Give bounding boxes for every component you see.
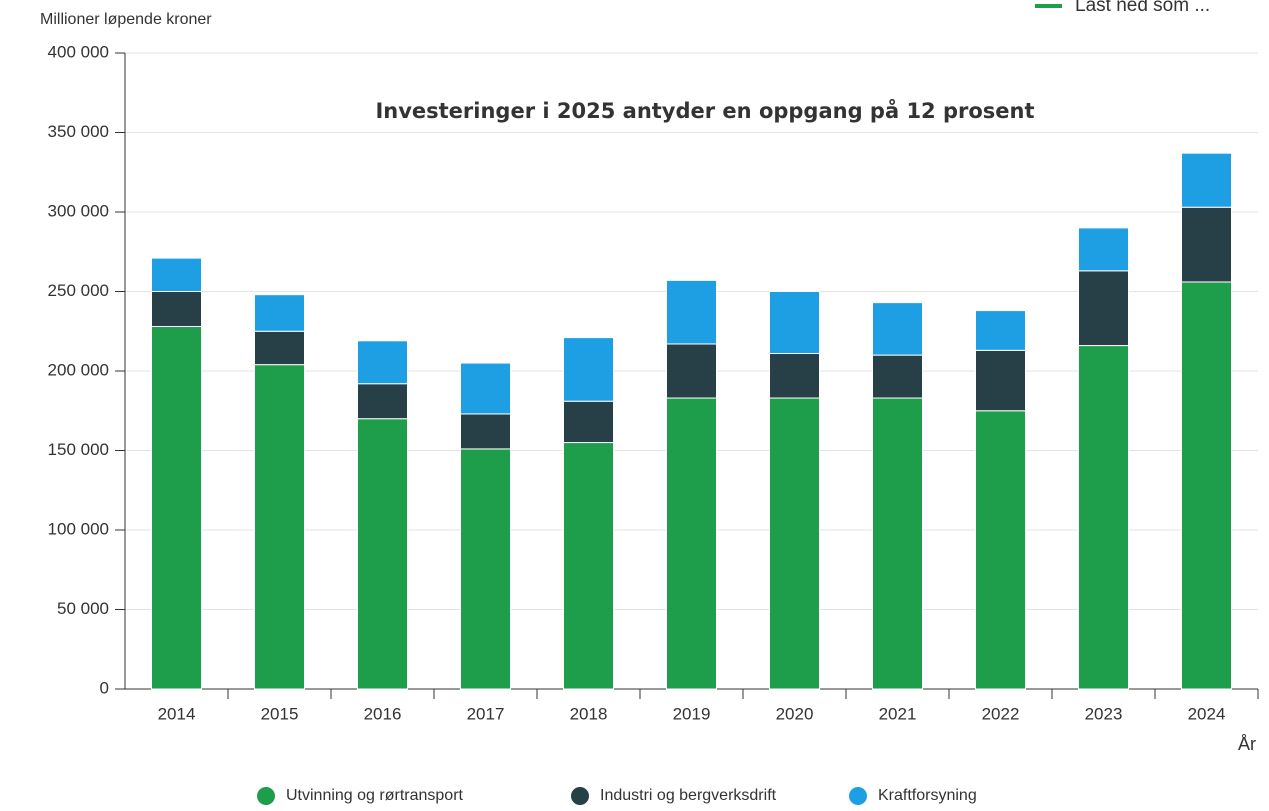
x-tick-label: 2016: [364, 704, 402, 723]
bar-segment: [254, 330, 305, 366]
y-tick-label: 200 000: [48, 360, 109, 379]
y-tick-label: 400 000: [48, 42, 109, 61]
bar-segment: [460, 413, 511, 450]
bar-segment: [1078, 227, 1129, 272]
legend-swatch: [257, 787, 275, 805]
bar-segment: [254, 294, 305, 332]
bar-segment: [975, 349, 1026, 412]
bar-segment: [151, 257, 202, 292]
bar-segment: [1078, 270, 1129, 347]
y-tick-label: 150 000: [48, 440, 109, 459]
bar-segment: [563, 442, 614, 690]
bar-segment: [769, 353, 820, 399]
legend-swatch: [571, 787, 589, 805]
bar-segment: [1078, 345, 1129, 690]
x-tick-label: 2024: [1188, 704, 1226, 723]
bar-segment: [563, 400, 614, 444]
y-tick-label: 50 000: [57, 599, 109, 618]
download-button[interactable]: Last ned som ...: [1075, 0, 1210, 16]
y-tick-label: 300 000: [48, 201, 109, 220]
x-tick-label: 2020: [776, 704, 814, 723]
bar-segment: [357, 340, 408, 385]
bar-segment: [666, 343, 717, 399]
x-tick-label: 2021: [879, 704, 917, 723]
x-tick-label: 2017: [467, 704, 505, 723]
legend-label: Kraftforsyning: [878, 787, 977, 804]
bar-segment: [357, 418, 408, 690]
x-tick-label: 2019: [673, 704, 711, 723]
bar-segment: [1181, 281, 1232, 690]
chart-title: Investeringer i 2025 antyder en oppgang …: [375, 98, 1034, 123]
bar-segment: [975, 410, 1026, 690]
bar-segment: [151, 325, 202, 690]
bar-segment: [254, 364, 305, 690]
bar-segment: [769, 397, 820, 690]
bar-segment: [151, 291, 202, 327]
x-axis-label: År: [1238, 734, 1256, 754]
x-tick-label: 2015: [261, 704, 299, 723]
bar-segment: [872, 354, 923, 399]
y-tick-label: 100 000: [48, 519, 109, 538]
bar-segment: [1181, 152, 1232, 208]
bar-segment: [563, 337, 614, 402]
x-tick-label: 2018: [570, 704, 608, 723]
legend-label: Industri og bergverksdrift: [600, 787, 777, 804]
bar-segment: [460, 362, 511, 415]
bar-segment: [666, 397, 717, 690]
x-tick-label: 2023: [1085, 704, 1123, 723]
bar-segment: [460, 448, 511, 690]
bar-segment: [975, 310, 1026, 351]
bar-segment: [769, 291, 820, 355]
y-axis-label: Millioner løpende kroner: [40, 11, 212, 28]
legend-swatch: [849, 787, 867, 805]
bar-segment: [872, 302, 923, 356]
y-tick-label: 350 000: [48, 122, 109, 141]
bar-segment: [1181, 206, 1232, 283]
bar-segment: [872, 397, 923, 690]
y-tick-label: 0: [100, 678, 109, 697]
x-tick-label: 2014: [158, 704, 196, 723]
y-tick-label: 250 000: [48, 281, 109, 300]
bar-segment: [357, 383, 408, 420]
bar-segment: [666, 279, 717, 345]
legend-label: Utvinning og rørtransport: [286, 787, 464, 804]
x-tick-label: 2022: [982, 704, 1020, 723]
